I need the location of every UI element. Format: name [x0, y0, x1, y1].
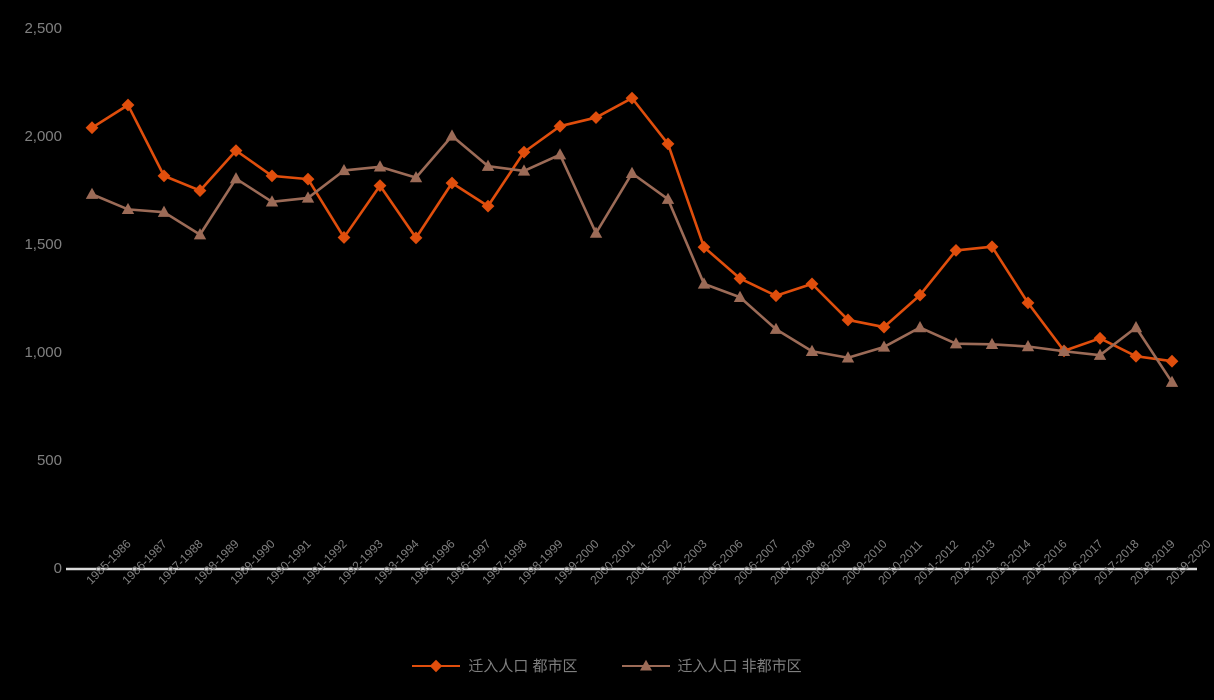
legend-item-urban[interactable]: 迁入人口 都市区	[412, 655, 578, 676]
data-point-marker	[877, 320, 891, 334]
series-layer	[85, 91, 1179, 387]
data-point-marker	[373, 160, 387, 172]
data-point-marker	[1165, 375, 1179, 387]
data-point-marker	[805, 344, 819, 356]
data-point-marker	[625, 166, 639, 178]
legend-marker-glyph	[639, 659, 652, 671]
data-point-marker	[1093, 331, 1107, 345]
data-point-marker	[913, 321, 927, 333]
y-tick-label: 2,000	[24, 128, 62, 145]
data-point-marker	[265, 195, 279, 207]
data-point-marker	[1093, 348, 1107, 360]
data-point-marker	[445, 129, 459, 141]
series-urban	[85, 91, 1179, 368]
data-point-marker	[553, 119, 567, 133]
data-point-marker	[229, 144, 243, 158]
series-nonurban	[85, 129, 1179, 387]
data-point-marker	[733, 290, 747, 302]
y-tick-label: 1,500	[24, 236, 62, 253]
data-point-marker	[337, 231, 351, 244]
data-point-marker	[661, 137, 675, 151]
data-point-marker	[121, 98, 135, 112]
data-point-marker	[301, 191, 315, 203]
data-point-marker	[733, 272, 747, 285]
data-point-marker	[841, 351, 855, 363]
data-point-marker	[229, 172, 243, 184]
data-point-marker	[949, 337, 963, 349]
y-tick-label: 0	[53, 560, 62, 577]
data-point-marker	[625, 91, 639, 105]
data-point-marker	[481, 199, 495, 213]
data-point-marker	[121, 202, 135, 215]
data-point-marker	[193, 184, 207, 197]
data-point-marker	[481, 159, 495, 171]
data-point-marker	[373, 179, 387, 192]
data-point-marker	[445, 176, 459, 190]
diamond-marker-icon	[412, 658, 461, 674]
data-point-marker	[193, 228, 207, 240]
data-point-marker	[985, 337, 999, 350]
y-axis-tick-labels: 0 500 1,000 1,500 2,000 2,500	[0, 0, 62, 600]
data-point-marker	[589, 226, 603, 238]
data-point-marker	[841, 313, 855, 327]
data-point-marker	[157, 169, 171, 183]
data-point-marker	[85, 121, 99, 135]
data-point-marker	[805, 277, 819, 291]
data-point-marker	[697, 277, 711, 289]
data-point-marker	[1057, 344, 1071, 356]
data-point-marker	[157, 205, 171, 217]
data-point-marker	[409, 171, 423, 183]
data-point-marker	[1165, 354, 1179, 368]
legend-label: 迁入人口 非都市区	[677, 658, 802, 675]
data-point-marker	[877, 340, 891, 352]
data-point-marker	[769, 289, 783, 303]
data-point-marker	[265, 169, 279, 183]
data-point-marker	[337, 163, 351, 176]
triangle-marker-icon	[621, 658, 670, 674]
data-point-marker	[1021, 296, 1035, 310]
y-tick-label: 500	[36, 452, 62, 469]
data-point-marker	[1021, 340, 1035, 352]
data-point-marker	[949, 244, 963, 257]
data-point-marker	[301, 172, 315, 186]
data-point-marker	[985, 240, 999, 254]
chart-legend: 迁入人口 都市区 迁入人口 非都市区	[0, 655, 1214, 676]
data-point-marker	[1129, 349, 1143, 363]
data-point-marker	[913, 288, 927, 302]
data-point-marker	[85, 187, 99, 199]
legend-label: 迁入人口 都市区	[468, 658, 578, 675]
data-point-marker	[517, 145, 531, 159]
data-point-marker	[1129, 321, 1143, 333]
data-point-marker	[697, 240, 711, 254]
data-point-marker	[517, 164, 531, 176]
data-point-marker	[409, 231, 423, 245]
y-tick-label: 1,000	[24, 344, 62, 361]
legend-item-nonurban[interactable]: 迁入人口 非都市区	[621, 655, 802, 676]
data-point-marker	[553, 148, 567, 160]
data-point-marker	[589, 111, 603, 124]
legend-marker-glyph	[430, 659, 443, 672]
y-tick-label: 2,500	[24, 20, 62, 37]
data-point-marker	[661, 192, 675, 204]
data-point-marker	[769, 322, 783, 334]
